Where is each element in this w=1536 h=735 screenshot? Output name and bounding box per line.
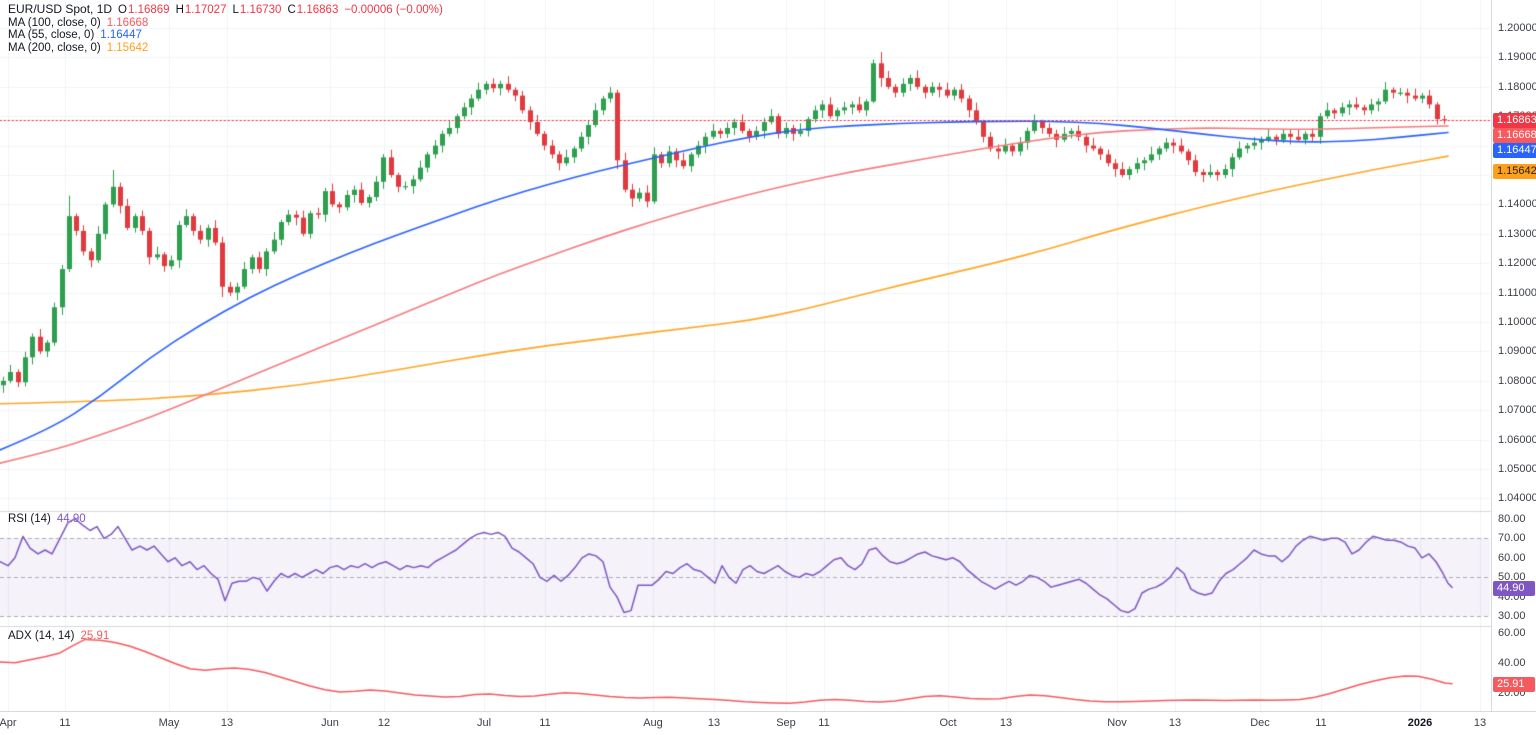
legend-symbol-row[interactable]: EUR/USD Spot, 1D O 1.16869 H 1.17027 L 1.16…: [8, 2, 443, 16]
price-axis-label: 1.08000: [1498, 374, 1536, 387]
time-axis-label: 13: [707, 717, 721, 729]
rsi-axis-label: 50.00: [1498, 571, 1526, 584]
ohlc-open: O 1.16869: [118, 4, 170, 16]
time-axis-label: 2026: [1407, 717, 1433, 729]
rsi-axis-label: 60.00: [1498, 551, 1526, 564]
price-axis-label: 1.11000: [1498, 286, 1536, 299]
ma55-value: 1.16447: [100, 29, 142, 41]
time-axis-label: May: [158, 717, 180, 729]
close-value: 1.16863: [296, 4, 339, 16]
time-axis-label: Jun: [321, 717, 339, 729]
time-axis-label: Dec: [1250, 717, 1270, 729]
ma100-label: MA (100, close, 0): [8, 16, 101, 29]
high-value: 1.17027: [184, 4, 227, 16]
price-badge: 1.16863: [1493, 113, 1536, 128]
time-axis-label: 11: [818, 717, 830, 729]
legend-ma100-row[interactable]: MA (100, close, 0) 1.16668: [8, 16, 443, 29]
price-badge: 1.15642: [1493, 164, 1536, 179]
ma200-value: 1.15642: [106, 41, 149, 54]
price-axis[interactable]: 1.200001.190001.180001.170001.160001.150…: [1491, 0, 1536, 711]
price-badge: 44.90: [1493, 581, 1535, 596]
price-badge: 1.16447: [1493, 143, 1536, 158]
rsi-axis-label: 80.00: [1498, 512, 1526, 525]
ma200-label: MA (200, close, 0): [8, 41, 101, 54]
time-axis-label: Aug: [643, 717, 663, 729]
legend: EUR/USD Spot, 1D O 1.16869 H 1.17027 L 1.16…: [8, 2, 443, 55]
ohlc-high: H 1.17027: [175, 4, 227, 16]
price-axis-label: 1.05000: [1498, 463, 1536, 475]
time-axis-label: 13: [999, 717, 1013, 729]
adx-axis-label: 40.00: [1498, 656, 1526, 669]
price-axis-label: 1.19000: [1498, 51, 1536, 64]
price-axis-label: 1.07000: [1498, 404, 1536, 417]
rsi-pane-label[interactable]: RSI (14) 44.90: [8, 513, 86, 525]
open-value: 1.16869: [128, 4, 170, 16]
time-axis-label: Nov: [1107, 717, 1127, 729]
rsi-axis-label: 30.00: [1498, 610, 1526, 623]
rsi-value: 44.90: [56, 513, 86, 525]
adx-value: 25.91: [80, 630, 110, 642]
ohlc-close: C 1.16863: [287, 4, 339, 16]
time-axis-label: 13: [1168, 717, 1182, 729]
price-axis-label: 1.06000: [1498, 433, 1536, 446]
adx-pane-label[interactable]: ADX (14, 14) 25.91: [8, 630, 109, 642]
price-axis-label: 1.20000: [1498, 22, 1536, 34]
rsi-axis-label: 70.00: [1498, 532, 1526, 545]
price-axis-label: 1.09000: [1498, 345, 1536, 358]
time-axis-label: 11: [539, 717, 551, 729]
time-axis-label: 11: [1315, 717, 1327, 729]
ohlc-low: L 1.16730: [232, 4, 282, 16]
price-badge: 1.16668: [1493, 128, 1536, 143]
adx-name: ADX (14, 14): [8, 630, 75, 642]
time-axis-label: 13: [1473, 717, 1487, 729]
time-axis-label: 13: [220, 717, 234, 729]
price-axis-label: 1.12000: [1498, 257, 1536, 270]
legend-ma55-row[interactable]: MA (55, close, 0) 1.16447: [8, 29, 443, 41]
time-axis-label: Sep: [776, 717, 796, 729]
price-axis-label: 1.18000: [1498, 80, 1536, 93]
ma55-label: MA (55, close, 0): [8, 29, 95, 41]
time-axis-label: 11: [59, 717, 71, 729]
ma100-value: 1.16668: [106, 16, 149, 29]
price-axis-label: 1.04000: [1498, 492, 1536, 505]
price-axis-label: 1.10000: [1498, 316, 1536, 328]
time-axis-label: 12: [377, 717, 391, 729]
price-axis-label: 1.13000: [1498, 227, 1536, 240]
price-badge: 25.91: [1493, 677, 1535, 692]
change-value: −0.00006 (−0.00%): [344, 4, 443, 16]
time-axis-label: Apr: [0, 717, 17, 729]
time-axis[interactable]: Apr 11 May 13 Jun 12 Jul 11 Aug 13 Sep 11 Oct 13 Nov 13…: [0, 711, 1536, 735]
time-axis-label: Oct: [939, 717, 957, 729]
symbol-title: EUR/USD Spot, 1D: [8, 2, 113, 16]
rsi-name: RSI (14): [8, 513, 51, 525]
time-axis-label: Jul: [476, 717, 492, 729]
low-value: 1.16730: [239, 4, 282, 16]
price-axis-label: 1.14000: [1498, 198, 1536, 211]
legend-ma200-row[interactable]: MA (200, close, 0) 1.15642: [8, 41, 443, 54]
adx-axis-label: 60.00: [1498, 626, 1526, 639]
